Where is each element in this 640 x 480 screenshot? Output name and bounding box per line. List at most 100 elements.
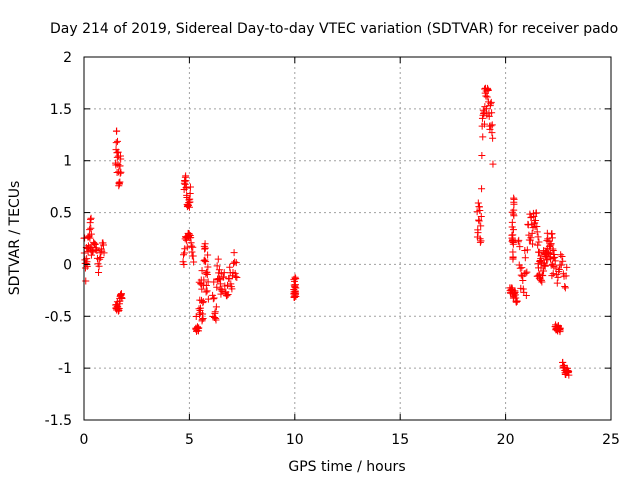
data-point <box>99 241 107 249</box>
data-point <box>523 268 531 276</box>
data-point <box>86 234 94 242</box>
data-point <box>201 256 209 264</box>
data-point <box>217 290 225 298</box>
data-point <box>488 109 496 117</box>
data-point <box>213 262 221 270</box>
data-point <box>538 278 546 286</box>
data-point <box>86 226 94 234</box>
data-point <box>116 178 124 186</box>
axis-ticks: 0 5 10 15 20 25 -1.5 -1 -0.5 0 0.5 1 1.5 2 <box>45 50 620 448</box>
data-point <box>203 287 211 295</box>
data-point <box>522 269 530 277</box>
data-point <box>483 93 491 101</box>
data-point <box>483 105 491 113</box>
x-tick-label: 15 <box>391 432 409 448</box>
x-tick-label: 5 <box>185 432 194 448</box>
data-point <box>223 292 231 300</box>
data-point <box>509 240 517 248</box>
data-segment <box>506 284 521 306</box>
data-point <box>202 270 210 278</box>
grid-lines <box>84 57 611 420</box>
data-point <box>475 217 483 225</box>
data-point <box>91 240 99 248</box>
data-point <box>204 251 212 259</box>
data-point <box>528 229 536 237</box>
data-point <box>551 253 559 261</box>
data-point <box>510 212 518 220</box>
data-point <box>116 162 124 170</box>
data-point <box>82 277 90 285</box>
data-point <box>228 285 236 293</box>
data-point <box>186 183 194 191</box>
data-point <box>211 308 219 316</box>
x-tick-label: 10 <box>286 432 304 448</box>
data-point <box>231 258 239 266</box>
data-segment <box>551 321 564 336</box>
data-segment <box>481 84 497 168</box>
data-point <box>553 279 561 287</box>
data-point <box>561 283 569 291</box>
data-point <box>210 278 218 286</box>
data-points <box>80 84 573 379</box>
data-point <box>212 316 220 324</box>
data-point <box>195 324 203 332</box>
data-point <box>478 151 486 159</box>
data-segment <box>209 255 226 324</box>
data-point <box>87 214 95 222</box>
data-segment <box>179 229 198 268</box>
data-point <box>527 234 535 242</box>
data-point <box>97 254 105 262</box>
data-point <box>522 291 530 299</box>
data-point <box>225 275 233 283</box>
data-point <box>189 243 197 251</box>
data-point <box>185 203 193 211</box>
data-point <box>199 310 207 318</box>
data-point <box>196 311 204 319</box>
data-point <box>481 120 489 128</box>
data-point <box>487 98 495 106</box>
data-point <box>516 243 524 251</box>
data-point <box>182 177 190 185</box>
data-point <box>116 169 124 177</box>
data-point <box>95 262 103 270</box>
data-segment <box>219 249 241 300</box>
data-point <box>532 216 540 224</box>
data-point <box>220 269 228 277</box>
data-point <box>233 274 241 282</box>
data-point <box>517 271 525 279</box>
data-point <box>224 281 232 289</box>
data-point <box>534 241 542 249</box>
data-point <box>514 238 522 246</box>
y-tick-label: 1.5 <box>50 102 72 118</box>
data-point <box>489 134 497 142</box>
data-point <box>225 274 233 282</box>
data-point <box>292 275 300 283</box>
data-point <box>477 222 485 230</box>
data-point <box>186 189 194 197</box>
y-axis-label: SDTVAR / TECUs <box>7 181 23 296</box>
data-point <box>209 295 217 303</box>
data-point <box>485 112 493 120</box>
data-point <box>557 251 565 259</box>
data-point <box>513 297 521 305</box>
data-point <box>214 255 222 263</box>
data-point <box>540 261 548 269</box>
plot-frame <box>83 56 612 421</box>
data-point <box>550 250 558 258</box>
data-point <box>232 273 240 281</box>
data-segment <box>112 290 126 315</box>
data-point <box>562 272 570 280</box>
data-point <box>203 270 211 278</box>
data-point <box>478 185 486 193</box>
data-point <box>516 264 524 272</box>
data-point <box>489 160 497 168</box>
data-point <box>292 284 300 292</box>
data-point <box>557 261 565 269</box>
data-point <box>519 285 527 293</box>
data-point <box>519 277 527 285</box>
data-point <box>200 276 208 284</box>
data-point <box>215 266 223 274</box>
data-point <box>479 133 487 141</box>
data-point <box>558 253 566 261</box>
